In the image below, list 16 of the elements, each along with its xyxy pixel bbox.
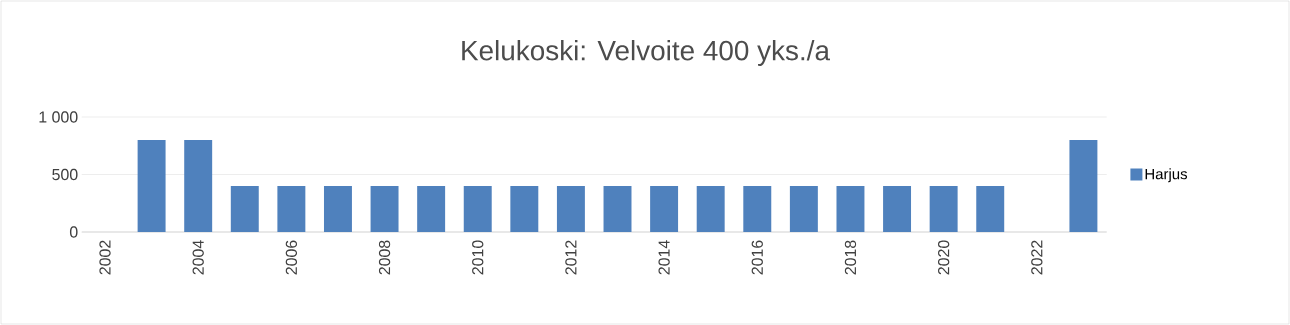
x-tick-label: 2006 [285, 240, 298, 275]
legend-label: Harjus [1145, 168, 1188, 183]
x-tick-label: 2012 [565, 240, 577, 275]
x-tick-label: 2014 [658, 240, 670, 275]
x-tick-label: 2010 [472, 240, 484, 275]
x-tick-label: 2022 [1031, 240, 1043, 275]
x-tick-label: 2020 [938, 240, 950, 275]
x-tick-label: 2004 [192, 240, 204, 275]
y-tick-label: 500 [52, 168, 78, 181]
x-tick-label: 2016 [751, 240, 763, 275]
x-tick-label: 2018 [844, 240, 857, 275]
x-tick-label: 2008 [378, 240, 391, 275]
y-tick-label: 1 000 [39, 111, 78, 123]
x-tick-label: 2002 [99, 240, 111, 275]
chart-title: Kelukoski: Velvoite 400 yks./a [462, 40, 830, 66]
y-tick-label: 0 [69, 226, 78, 238]
